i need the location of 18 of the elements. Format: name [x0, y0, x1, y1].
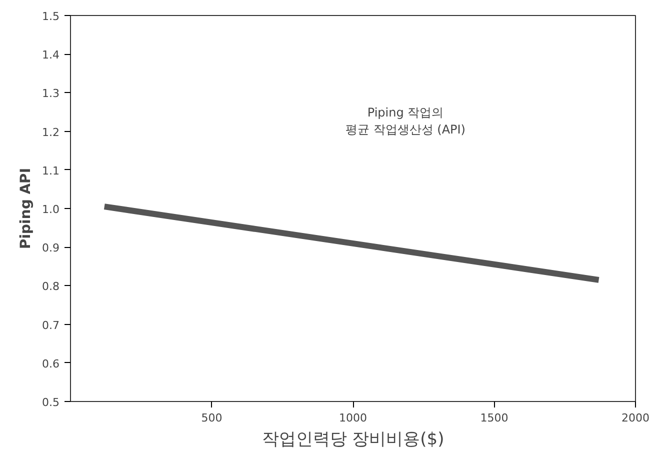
y-tick-label: 0.8 [42, 280, 60, 294]
x-tick-label: 500 [201, 412, 222, 424]
y-tick-label: 1.5 [42, 10, 60, 23]
y-tick-label: 1.0 [42, 203, 60, 216]
y-tick-label: 1.2 [42, 126, 60, 139]
y-tick-label: 0.9 [42, 242, 60, 255]
y-axis-title: Piping API [18, 168, 34, 250]
x-axis-title: 작업인력당 장비비용($) [262, 430, 444, 450]
y-tick-label: 0.7 [42, 318, 60, 332]
x-tick-label: 2000 [622, 412, 650, 424]
x-tick-label: 1500 [480, 412, 508, 424]
x-tick-label: 1000 [339, 412, 368, 424]
y-tick-label: 1.4 [42, 48, 60, 62]
annotation: Piping 작업의 평균 작업생산성 (API) [346, 106, 466, 136]
y-tick-label: 0.6 [42, 357, 60, 370]
y-tick-label: 1.3 [42, 87, 60, 100]
y-tick-label: 0.5 [42, 396, 60, 409]
y-tick-label: 1.1 [42, 164, 60, 178]
